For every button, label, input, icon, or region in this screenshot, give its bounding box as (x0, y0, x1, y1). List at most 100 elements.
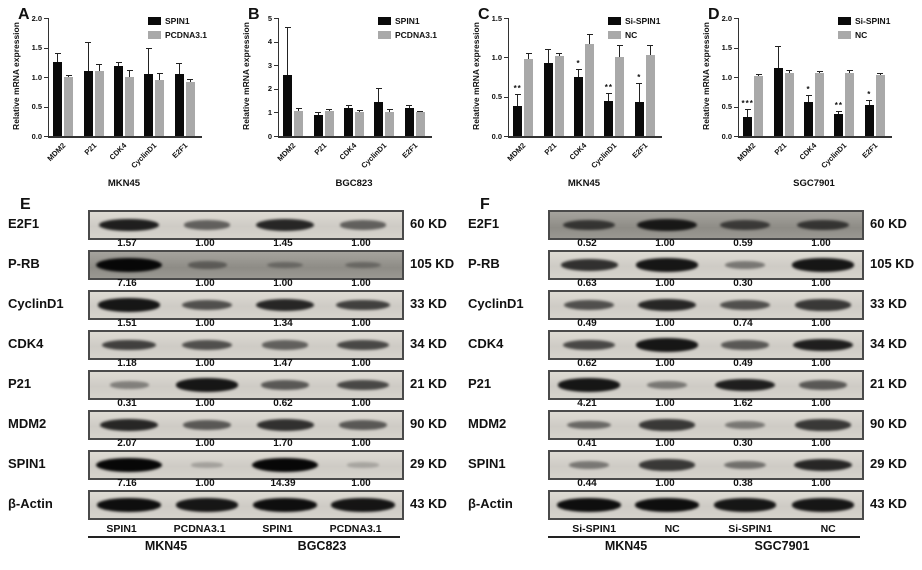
ratio-value: 7.16 (117, 278, 137, 289)
band-ratio-values: 1.18 1.00 1.47 1.00 (88, 358, 400, 370)
legend-item-SPIN1: SPIN1 (148, 16, 228, 26)
y-tick-label: 1.5 (491, 13, 502, 23)
panel-label-D: D (708, 6, 720, 23)
error-bar (298, 107, 300, 112)
error-bar-cap (846, 69, 853, 71)
y-tick-label: 3 (267, 60, 272, 70)
blot-image-MDM2 (548, 410, 864, 440)
blot-row-P-RB: P-RB 105 KD 7.16 1.00 1.00 1.00 (0, 250, 460, 290)
panel-label-B: B (248, 6, 260, 23)
blot-image-P21 (88, 370, 404, 400)
lane-label-row: Si-SPIN1 NC (548, 523, 704, 538)
ratio-value: 1.00 (273, 278, 293, 289)
ratio-value: 1.00 (811, 318, 831, 329)
protein-label: P-RB (8, 256, 40, 271)
bar-Si-SPIN1-MDM2 (743, 116, 753, 136)
error-bar (578, 69, 579, 77)
lane-label: PCDNA3.1 (329, 523, 382, 535)
protein-band (182, 300, 232, 310)
error-bar (608, 92, 610, 101)
error-bar (747, 109, 749, 117)
x-axis (508, 136, 662, 138)
ratio-value: 1.70 (273, 438, 293, 449)
error-bar (517, 94, 519, 107)
error-bar-cap (816, 70, 823, 72)
blot-panel-E: E E2F1 60 KD 1.57 1.00 1.45 1.00 P-RB 105 KD 7.16… (0, 194, 460, 570)
protein-band (564, 300, 614, 310)
y-tick-label: 1.0 (721, 72, 732, 82)
lane-group-BGC823: SPIN1 PCDNA3.1 BGC823 (244, 523, 400, 553)
protein-band (339, 420, 387, 430)
protein-label: MDM2 (8, 416, 47, 431)
panel-label-A: A (18, 6, 30, 23)
bar-PCDNA3.1-P21 (94, 71, 104, 136)
protein-band (724, 421, 766, 429)
blot-row-P-RB: P-RB 105 KD 0.63 1.00 0.30 1.00 (460, 250, 920, 290)
significance-marker: * (637, 72, 642, 82)
ratio-value: 1.45 (273, 238, 293, 249)
blot-image-SPIN1 (88, 450, 404, 480)
y-tick (44, 18, 48, 19)
ratio-value: 1.00 (351, 278, 371, 289)
ratio-value: 1.00 (811, 278, 831, 289)
bar-Si-SPIN1-CDK4 (804, 102, 813, 136)
protein-band (723, 460, 767, 470)
ratio-value: 1.34 (273, 318, 293, 329)
ratio-value: 1.00 (655, 238, 675, 249)
y-tick (734, 136, 738, 137)
protein-band (96, 458, 162, 472)
bar-NC-CDK4 (585, 43, 594, 136)
lane-label: SPIN1 (106, 523, 137, 535)
ratio-value: 1.00 (351, 358, 371, 369)
significance-marker: ** (604, 82, 613, 92)
protein-band (795, 419, 851, 431)
bar-Si-SPIN1-P21 (543, 62, 553, 136)
y-tick (274, 18, 278, 19)
lane-labels-footer: Si-SPIN1 NC MKN45 Si-SPIN1 NC SGC7901 (548, 520, 860, 553)
error-bar (189, 78, 191, 82)
legend-swatch (148, 17, 161, 25)
molecular-weight-label: 34 KD (410, 336, 447, 351)
molecular-weight-label: 34 KD (870, 336, 907, 351)
lane-label: SPIN1 (262, 523, 293, 535)
protein-band (566, 420, 612, 430)
error-bar (359, 109, 360, 113)
legend-label: PCDNA3.1 (165, 30, 208, 40)
molecular-weight-label: 29 KD (870, 456, 907, 471)
ratio-value: 1.62 (733, 398, 753, 409)
ratio-value: 2.07 (117, 438, 137, 449)
protein-band (793, 458, 853, 472)
western-blot-panels-row: E E2F1 60 KD 1.57 1.00 1.45 1.00 P-RB 105 KD 7.16… (0, 194, 922, 570)
protein-band (345, 261, 381, 269)
error-bar-cap (805, 94, 812, 96)
molecular-weight-label: 29 KD (410, 456, 447, 471)
error-bar-cap (406, 104, 413, 106)
protein-band (639, 419, 695, 431)
lane-group-SGC7901: Si-SPIN1 NC SGC7901 (704, 523, 860, 553)
protein-band (98, 218, 160, 232)
blot-row-SPIN1: SPIN1 29 KD 7.16 1.00 14.39 1.00 (0, 450, 460, 490)
legend-item-PCDNA3.1: PCDNA3.1 (148, 30, 228, 40)
lane-group-MKN45: SPIN1 PCDNA3.1 MKN45 (88, 523, 244, 553)
error-bar (777, 46, 779, 69)
blot-row-MDM2: MDM2 90 KD 2.07 1.00 1.70 1.00 (0, 410, 460, 450)
ratio-value: 0.30 (733, 278, 753, 289)
bar-NC-CyclinD1 (845, 72, 855, 136)
blot-image-SPIN1 (548, 450, 864, 480)
error-bar (317, 112, 319, 115)
error-bar-cap (54, 53, 61, 55)
band-ratio-values: 4.21 1.00 1.62 1.00 (548, 398, 860, 410)
chart-legend: SPIN1 PCDNA3.1 (378, 16, 458, 44)
protein-label: MDM2 (468, 416, 507, 431)
band-ratio-values: 1.57 1.00 1.45 1.00 (88, 238, 400, 250)
ratio-value: 1.00 (811, 358, 831, 369)
error-bar-cap (326, 109, 333, 111)
bar-NC-CyclinD1 (615, 56, 625, 136)
y-tick (504, 57, 508, 59)
blot-image-P-RB (548, 250, 864, 280)
error-bar-cap (616, 44, 623, 46)
chart-legend: SPIN1 PCDNA3.1 (148, 16, 228, 44)
bar-PCDNA3.1-MDM2 (64, 77, 74, 136)
protein-band (267, 261, 303, 269)
y-axis (738, 18, 739, 137)
